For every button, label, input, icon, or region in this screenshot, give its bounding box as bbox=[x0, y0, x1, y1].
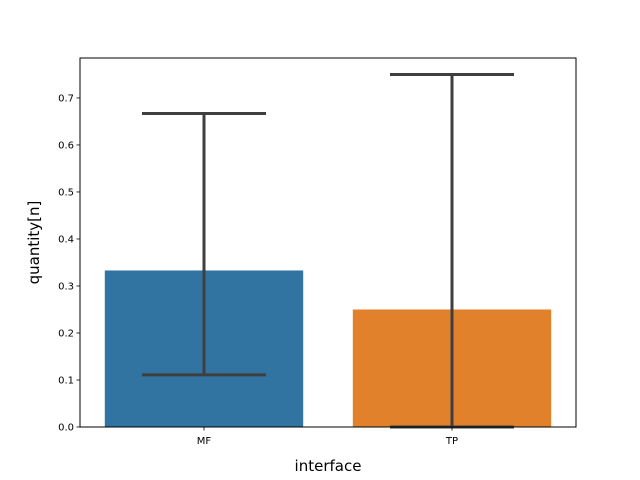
y-tick-label: 0.4 bbox=[58, 234, 74, 245]
y-tick-label: 0.5 bbox=[58, 187, 74, 198]
y-tick-label: 0.1 bbox=[58, 375, 74, 386]
y-axis-label: quantity[n] bbox=[25, 201, 43, 285]
y-tick-label: 0.2 bbox=[58, 328, 74, 339]
bars-group bbox=[104, 270, 552, 427]
x-axis-label: interface bbox=[295, 457, 362, 475]
x-axis-ticks: MF TP bbox=[197, 427, 458, 447]
y-tick-label: 0.0 bbox=[58, 423, 74, 434]
y-tick-label: 0.7 bbox=[58, 93, 74, 104]
x-tick-label: TP bbox=[445, 436, 458, 447]
y-tick-label: 0.3 bbox=[58, 281, 74, 292]
y-tick-label: 0.6 bbox=[58, 140, 74, 151]
y-axis-ticks: 0.0 0.1 0.2 0.3 0.4 0.5 0.6 0.7 bbox=[58, 93, 80, 434]
x-tick-label: MF bbox=[197, 436, 212, 447]
plot-frame bbox=[79, 57, 577, 428]
